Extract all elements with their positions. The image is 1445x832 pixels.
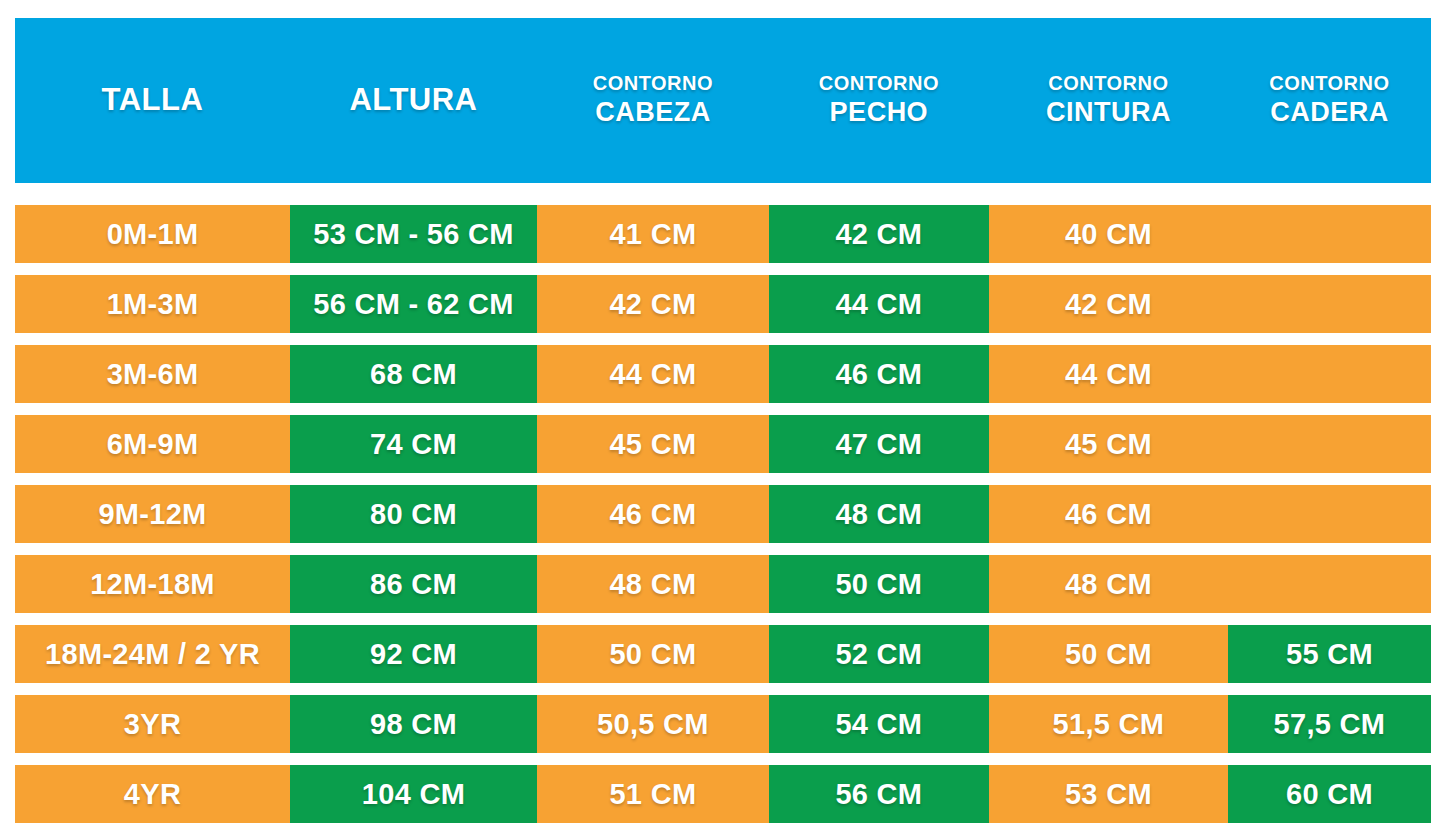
header-main-label: TALLA (102, 81, 204, 120)
cell-talla: 12M-18M (15, 555, 290, 613)
header-talla: TALLA (15, 18, 290, 183)
cell-cadera (1228, 555, 1431, 613)
cell-altura: 104 CM (290, 765, 537, 823)
header-contorno-cabeza: CONTORNO CABEZA (537, 18, 769, 183)
cell-pecho: 48 CM (769, 485, 989, 543)
cell-cabeza: 50 CM (537, 625, 769, 683)
cell-talla: 3M-6M (15, 345, 290, 403)
header-top-label: CONTORNO (1269, 71, 1389, 96)
cell-talla: 6M-9M (15, 415, 290, 473)
cell-talla: 18M-24M / 2 YR (15, 625, 290, 683)
cell-cadera (1228, 205, 1431, 263)
cell-talla: 9M-12M (15, 485, 290, 543)
cell-cintura: 48 CM (989, 555, 1228, 613)
cell-cadera (1228, 345, 1431, 403)
cell-cadera: 57,5 CM (1228, 695, 1431, 753)
table-row-3yr: 3YR 98 CM 50,5 CM 54 CM 51,5 CM 57,5 CM (15, 695, 1431, 753)
header-main-label: CINTURA (1046, 96, 1171, 130)
cell-pecho: 52 CM (769, 625, 989, 683)
header-top-label: CONTORNO (593, 71, 713, 96)
cell-pecho: 46 CM (769, 345, 989, 403)
header-top-label: CONTORNO (1048, 71, 1168, 96)
cell-cabeza: 46 CM (537, 485, 769, 543)
table-row-18m-24m-2yr: 18M-24M / 2 YR 92 CM 50 CM 52 CM 50 CM 5… (15, 625, 1431, 683)
cell-altura: 92 CM (290, 625, 537, 683)
cell-altura: 86 CM (290, 555, 537, 613)
cell-talla: 4YR (15, 765, 290, 823)
cell-cintura: 50 CM (989, 625, 1228, 683)
header-contorno-cadera: CONTORNO CADERA (1228, 18, 1431, 183)
cell-pecho: 50 CM (769, 555, 989, 613)
cell-cabeza: 41 CM (537, 205, 769, 263)
cell-cadera (1228, 415, 1431, 473)
cell-pecho: 42 CM (769, 205, 989, 263)
size-chart-table: TALLA ALTURA CONTORNO CABEZA CONTORNO PE… (15, 18, 1431, 832)
cell-cabeza: 42 CM (537, 275, 769, 333)
cell-cintura: 40 CM (989, 205, 1228, 263)
cell-talla: 1M-3M (15, 275, 290, 333)
cell-cabeza: 50,5 CM (537, 695, 769, 753)
cell-talla: 3YR (15, 695, 290, 753)
cell-cabeza: 45 CM (537, 415, 769, 473)
cell-cabeza: 44 CM (537, 345, 769, 403)
cell-altura: 80 CM (290, 485, 537, 543)
cell-talla: 0M-1M (15, 205, 290, 263)
table-row-6m-9m: 6M-9M 74 CM 45 CM 47 CM 45 CM (15, 415, 1431, 473)
table-row-9m-12m: 9M-12M 80 CM 46 CM 48 CM 46 CM (15, 485, 1431, 543)
cell-altura: 68 CM (290, 345, 537, 403)
cell-cintura: 46 CM (989, 485, 1228, 543)
header-contorno-pecho: CONTORNO PECHO (769, 18, 989, 183)
cell-altura: 56 CM - 62 CM (290, 275, 537, 333)
table-row-3m-6m: 3M-6M 68 CM 44 CM 46 CM 44 CM (15, 345, 1431, 403)
cell-pecho: 47 CM (769, 415, 989, 473)
cell-cadera: 60 CM (1228, 765, 1431, 823)
header-contorno-cintura: CONTORNO CINTURA (989, 18, 1228, 183)
cell-cabeza: 48 CM (537, 555, 769, 613)
cell-pecho: 54 CM (769, 695, 989, 753)
table-row-1m-3m: 1M-3M 56 CM - 62 CM 42 CM 44 CM 42 CM (15, 275, 1431, 333)
cell-cabeza: 51 CM (537, 765, 769, 823)
cell-cadera: 55 CM (1228, 625, 1431, 683)
header-main-label: PECHO (830, 96, 929, 130)
cell-pecho: 56 CM (769, 765, 989, 823)
header-main-label: CABEZA (595, 96, 711, 130)
cell-cintura: 53 CM (989, 765, 1228, 823)
cell-cintura: 51,5 CM (989, 695, 1228, 753)
table-row-4yr: 4YR 104 CM 51 CM 56 CM 53 CM 60 CM (15, 765, 1431, 823)
cell-pecho: 44 CM (769, 275, 989, 333)
table-row-12m-18m: 12M-18M 86 CM 48 CM 50 CM 48 CM (15, 555, 1431, 613)
table-row-0m-1m: 0M-1M 53 CM - 56 CM 41 CM 42 CM 40 CM (15, 205, 1431, 263)
cell-cadera (1228, 485, 1431, 543)
cell-cintura: 45 CM (989, 415, 1228, 473)
cell-cintura: 44 CM (989, 345, 1228, 403)
cell-altura: 74 CM (290, 415, 537, 473)
cell-altura: 53 CM - 56 CM (290, 205, 537, 263)
cell-altura: 98 CM (290, 695, 537, 753)
header-main-label: CADERA (1270, 96, 1389, 130)
cell-cintura: 42 CM (989, 275, 1228, 333)
header-altura: ALTURA (290, 18, 537, 183)
header-top-label: CONTORNO (819, 71, 939, 96)
header-main-label: ALTURA (349, 81, 477, 120)
cell-cadera (1228, 275, 1431, 333)
table-header-row: TALLA ALTURA CONTORNO CABEZA CONTORNO PE… (15, 18, 1431, 183)
